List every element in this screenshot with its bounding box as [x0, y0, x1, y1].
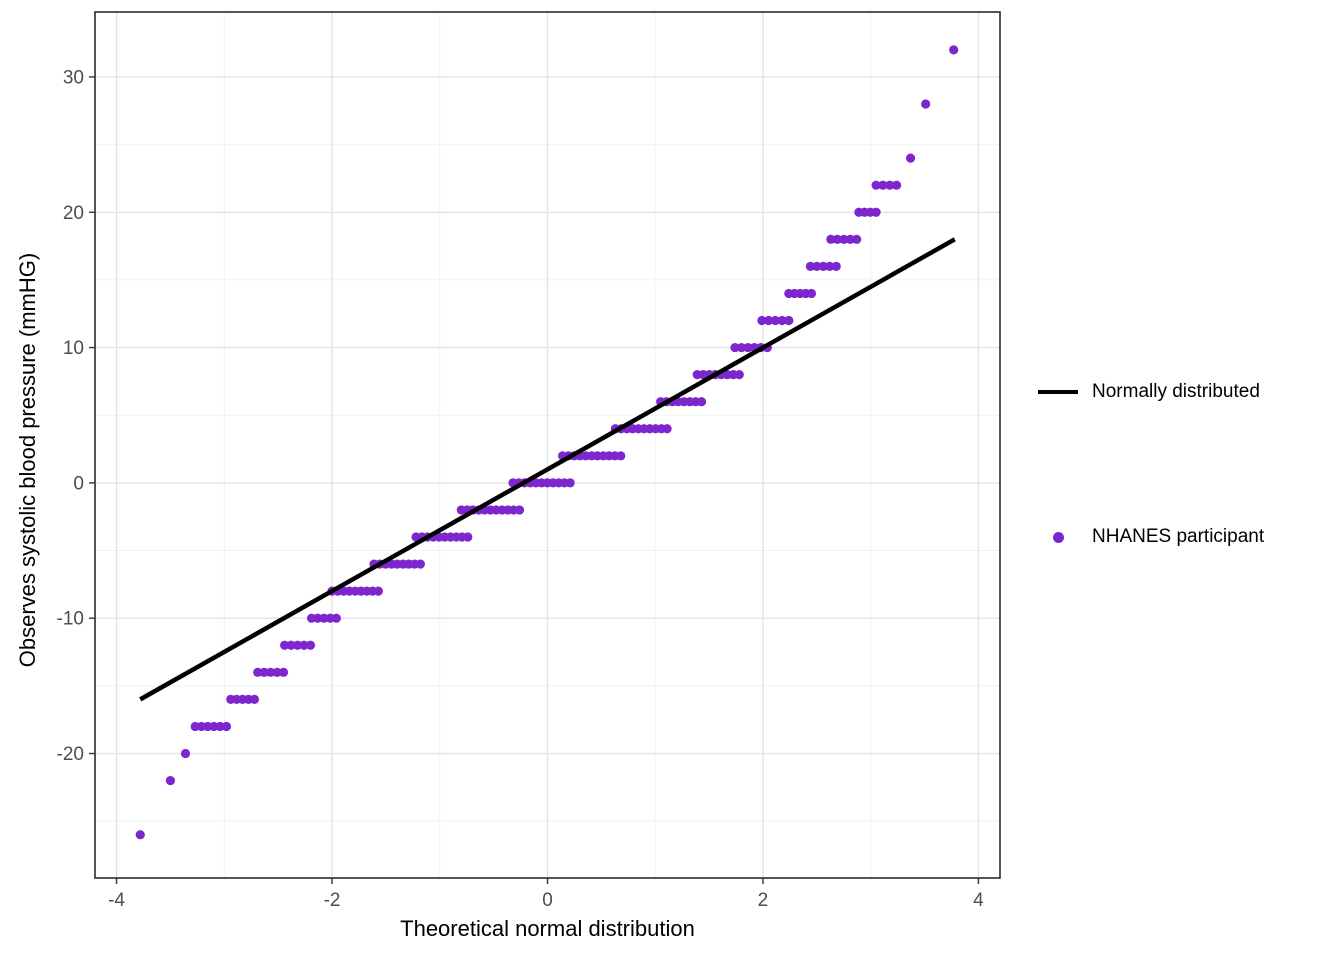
y-tick-label: -20 [57, 744, 84, 765]
data-point [266, 667, 276, 677]
x-tick-label: -2 [324, 890, 341, 911]
data-point [286, 640, 296, 650]
data-point [878, 180, 888, 190]
legend-label-normal-line: Normally distributed [1092, 381, 1260, 402]
data-point [826, 234, 836, 244]
data-point [845, 234, 855, 244]
data-point [514, 505, 525, 515]
data-point [730, 342, 740, 353]
data-point [272, 667, 282, 677]
data-point [734, 370, 744, 380]
data-point [770, 315, 780, 326]
data-point [891, 180, 902, 190]
data-point [259, 667, 269, 677]
data-point [818, 261, 828, 271]
data-point [331, 613, 341, 623]
data-point [743, 342, 753, 353]
data-point [616, 451, 626, 461]
x-tick-label: 4 [973, 890, 984, 911]
data-point [949, 45, 959, 55]
data-point [736, 342, 747, 353]
data-point [832, 234, 842, 244]
line-key [1036, 374, 1080, 410]
data-point [805, 261, 815, 271]
legend-item-normal-line: Normally distributed [1036, 374, 1260, 410]
data-point [921, 99, 931, 109]
data-point [292, 640, 303, 650]
x-axis-label: Theoretical normal distribution [400, 916, 695, 941]
data-point [777, 315, 787, 326]
data-point [831, 261, 841, 271]
x-tick-label: -4 [108, 890, 125, 911]
line-swatch-icon [1038, 390, 1078, 394]
data-point [784, 315, 794, 326]
data-point [852, 234, 862, 244]
data-point [249, 694, 260, 704]
normal-reference-line [139, 237, 956, 702]
y-axis-label: Observes systolic blood pressure (mmHG) [15, 252, 40, 668]
data-point [278, 667, 289, 677]
data-point [839, 234, 849, 244]
data-point [696, 397, 707, 407]
data-point [662, 424, 672, 434]
data-point [253, 667, 263, 677]
data-point [871, 180, 881, 190]
point-swatch-icon [1052, 531, 1064, 543]
data-point [764, 315, 774, 326]
data-point [463, 532, 473, 542]
data-point [905, 153, 916, 163]
data-point [565, 478, 575, 488]
point-key [1036, 519, 1080, 555]
data-point [806, 288, 817, 299]
data-point [825, 261, 835, 271]
legend-label-nhanes-point: NHANES participant [1092, 526, 1265, 547]
data-point [280, 640, 290, 650]
data-point [885, 180, 895, 190]
data-point [299, 640, 309, 650]
data-point [165, 775, 176, 786]
y-tick-label: 0 [73, 473, 84, 494]
y-tick-label: 20 [63, 203, 84, 224]
data-point [305, 640, 316, 650]
data-point [415, 559, 425, 569]
x-tick-label: 2 [758, 890, 769, 911]
y-tick-label: -10 [57, 609, 84, 630]
data-point [871, 207, 881, 217]
data-point [180, 748, 191, 759]
data-point [757, 315, 767, 326]
y-tick-label: 10 [63, 338, 84, 359]
data-point [135, 830, 145, 840]
y-tick-label: 30 [63, 67, 84, 88]
x-tick-label: 0 [542, 890, 553, 911]
data-point [812, 261, 822, 271]
data-point [221, 721, 232, 732]
legend: Normally distributed NHANES participant [1036, 0, 1344, 960]
data-point [373, 586, 383, 596]
legend-item-nhanes-point: NHANES participant [1036, 519, 1264, 555]
